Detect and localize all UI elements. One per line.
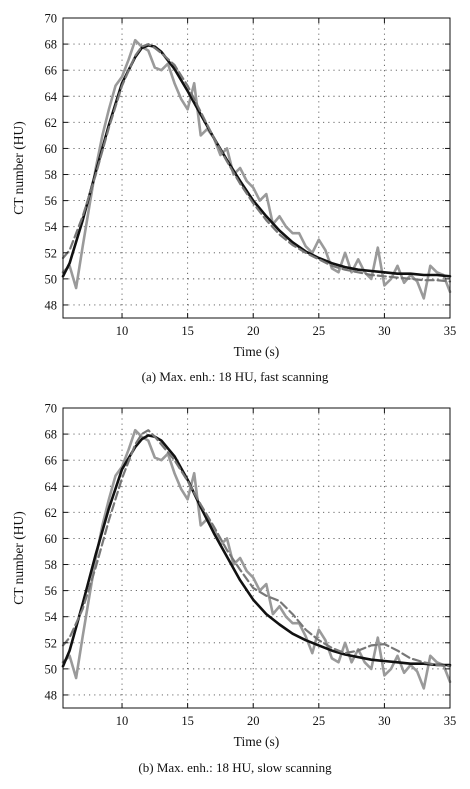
x-axis-label: Time (s) [234,344,280,359]
figure-caption: (b) Max. enh.: 18 HU, slow scanning [138,760,332,775]
y-tick-label: 58 [45,558,58,572]
x-tick-label: 10 [116,324,129,338]
y-tick-label: 56 [45,584,58,598]
y-tick-label: 68 [45,428,58,442]
plot-frame [62,407,451,709]
series-line-dashed [61,43,452,283]
series-line-measured [61,428,452,690]
y-tick-label: 50 [45,662,58,676]
y-tick-label: 60 [45,532,58,546]
y-tick-label: 58 [45,168,58,182]
y-tick-label: 62 [45,506,58,520]
x-tick-label: 15 [181,324,194,338]
series-line-fit [61,434,452,668]
series-line-dashed [61,429,452,668]
y-tick-label: 54 [45,220,58,234]
y-axis-label: CT number (HU) [11,121,26,215]
y-tick-label: 48 [45,688,58,702]
y-tick-label: 70 [45,402,58,416]
x-tick-label: 30 [378,324,391,338]
plot-frame [62,17,451,319]
x-tick-label: 10 [116,714,129,728]
chart-panel-b: 10 15 20 25 30 35 48 50 52 54 56 58 60 62 64 66 68 70 Time… [11,402,456,776]
x-tick-label: 20 [247,324,260,338]
y-tick-label: 56 [45,194,58,208]
y-tick-label: 52 [45,246,58,260]
y-tick-label: 64 [45,480,58,494]
y-tick-label: 64 [45,90,58,104]
y-tick-label: 70 [45,12,58,26]
y-tick-label: 48 [45,298,58,312]
x-axis-label: Time (s) [234,734,280,749]
y-tick-label: 60 [45,142,58,156]
y-tick-label: 66 [45,454,58,468]
x-tick-label: 35 [444,324,457,338]
figure-caption: (a) Max. enh.: 18 HU, fast scanning [142,369,329,384]
y-tick-label: 50 [45,272,58,286]
y-axis-label: CT number (HU) [11,511,26,605]
chart-panel-a: 10 15 20 25 30 35 48 50 52 54 56 58 60 62 64 66 68 70 Time… [11,12,456,385]
series-line-measured [61,38,452,300]
x-tick-label: 30 [378,714,391,728]
x-tick-label: 35 [444,714,457,728]
x-tick-label: 25 [313,324,326,338]
y-tick-label: 62 [45,116,58,130]
x-tick-label: 15 [181,714,194,728]
y-tick-label: 66 [45,64,58,78]
x-tick-label: 25 [313,714,326,728]
y-tick-label: 68 [45,38,58,52]
y-tick-label: 52 [45,636,58,650]
y-tick-label: 54 [45,610,58,624]
x-tick-label: 20 [247,714,260,728]
